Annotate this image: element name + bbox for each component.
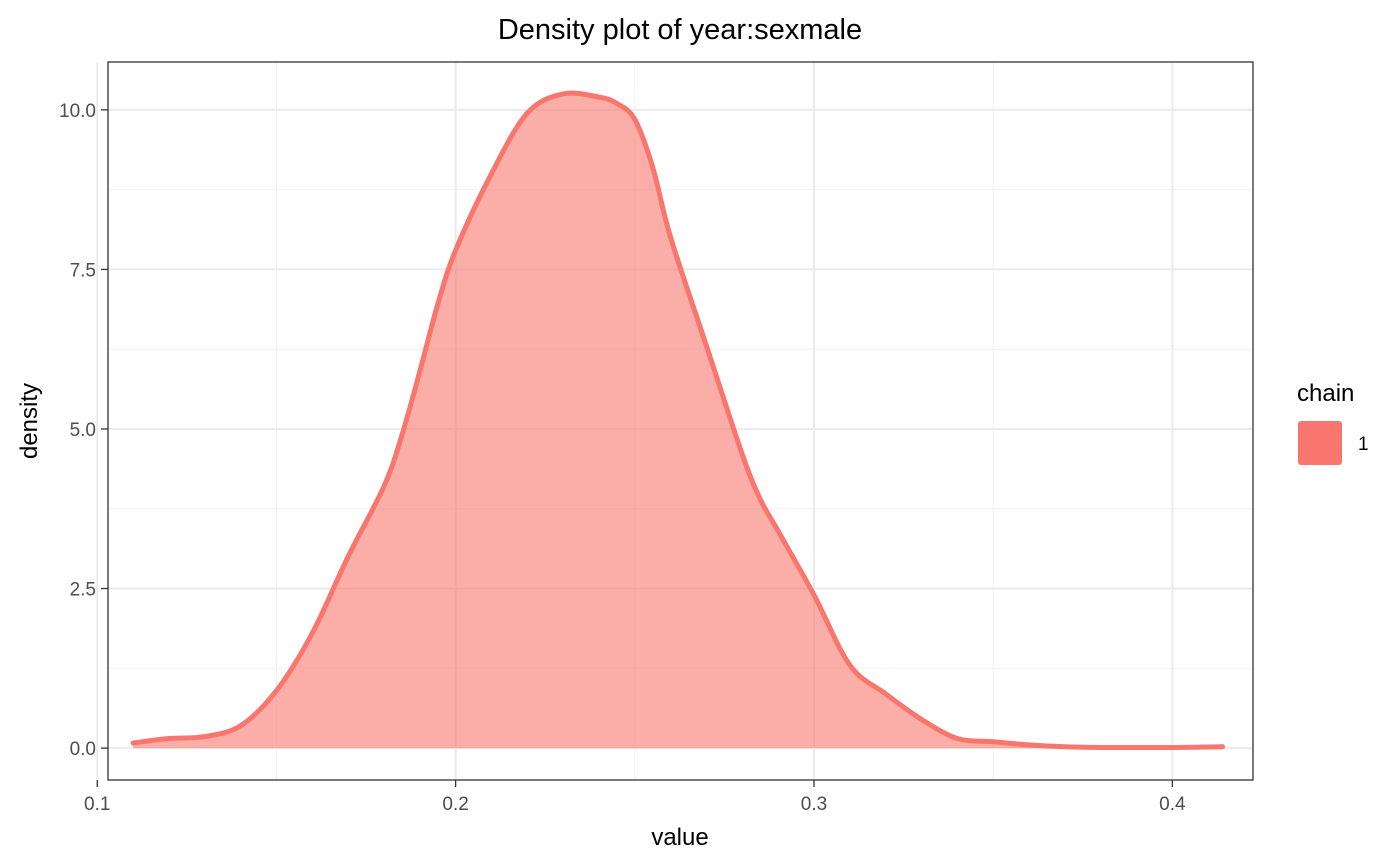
y-tick-label: 0.0 bbox=[70, 739, 96, 760]
density-curve-line bbox=[130, 90, 1226, 750]
y-tick-label: 10.0 bbox=[59, 101, 96, 122]
x-axis: 0.1 0.2 0.3 0.4 bbox=[84, 780, 1186, 815]
legend-title: chain bbox=[1297, 380, 1354, 407]
x-tick-label: 0.2 bbox=[442, 794, 468, 815]
density-series bbox=[130, 90, 1226, 750]
legend-label-chain-1: 1 bbox=[1358, 434, 1369, 455]
chart-title: Density plot of year:sexmale bbox=[498, 14, 862, 46]
y-axis-title: density bbox=[16, 383, 43, 459]
legend-key-chain-1 bbox=[1298, 421, 1342, 465]
plot-panel-border bbox=[107, 61, 1254, 781]
y-tick-label: 5.0 bbox=[70, 420, 96, 441]
y-tick-label: 2.5 bbox=[70, 580, 96, 601]
legend: chain 1 bbox=[1297, 380, 1369, 465]
density-area-fill bbox=[133, 93, 1223, 749]
x-tick-label: 0.3 bbox=[801, 794, 827, 815]
x-tick-label: 0.1 bbox=[84, 794, 110, 815]
x-tick-label: 0.4 bbox=[1159, 794, 1186, 815]
x-axis-title: value bbox=[651, 824, 708, 851]
y-tick-label: 7.5 bbox=[70, 260, 96, 281]
y-axis: 0.0 2.5 5.0 7.5 10.0 bbox=[59, 101, 108, 760]
